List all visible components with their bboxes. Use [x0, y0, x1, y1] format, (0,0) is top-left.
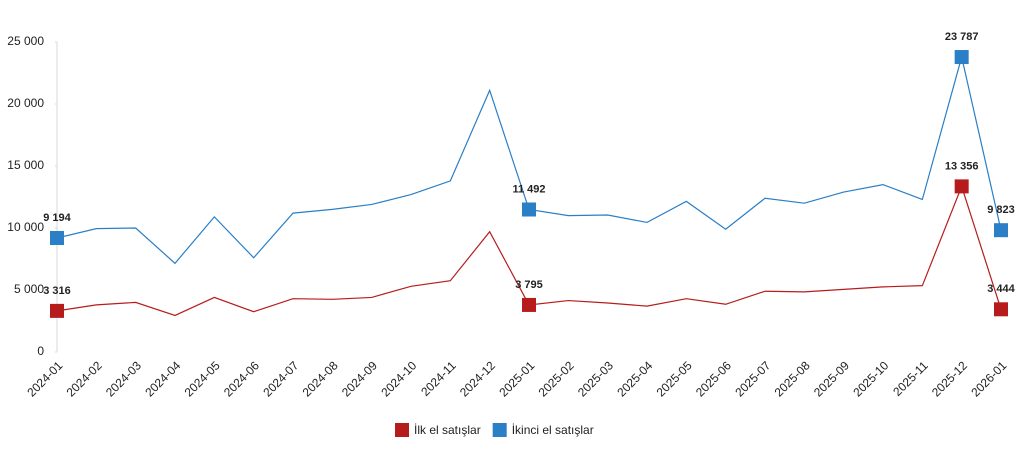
- x-tick-label: 2025-12: [929, 358, 970, 399]
- x-tick-label: 2025-10: [850, 358, 891, 399]
- x-tick-label: 2024-09: [339, 358, 380, 399]
- x-tick-label: 2025-07: [732, 358, 773, 399]
- x-tick-label: 2026-01: [968, 358, 1009, 399]
- x-tick-label: 2024-02: [64, 358, 105, 399]
- y-tick-label: 25 000: [7, 34, 44, 48]
- x-tick-label: 2025-03: [575, 358, 616, 399]
- series-line: [56, 56, 1002, 265]
- point-marker: [994, 302, 1008, 317]
- x-tick-label: 2024-11: [418, 358, 459, 399]
- value-label: 3 795: [515, 279, 543, 291]
- value-label: 9 194: [43, 212, 71, 224]
- x-tick-label: 2025-06: [693, 358, 734, 399]
- value-label: 3 444: [987, 283, 1015, 295]
- y-tick-label: 5 000: [14, 282, 44, 296]
- y-tick-label: 20 000: [7, 96, 44, 110]
- x-tick-label: 2024-12: [457, 358, 498, 399]
- y-tick-label: 15 000: [7, 158, 44, 172]
- legend-label: İlk el satışlar: [414, 423, 481, 437]
- point-marker: [522, 202, 536, 217]
- x-tick-label: 2025-05: [654, 358, 695, 399]
- x-tick-label: 2024-05: [182, 358, 223, 399]
- value-label: 13 356: [945, 160, 979, 172]
- x-tick-label: 2024-03: [103, 358, 144, 399]
- point-marker: [522, 297, 536, 312]
- x-tick-label: 2024-07: [260, 358, 301, 399]
- x-tick-label: 2024-10: [378, 358, 419, 399]
- value-label: 3 316: [43, 285, 71, 297]
- x-tick-label: 2025-09: [811, 358, 852, 399]
- value-label: 11 492: [512, 183, 545, 195]
- point-marker: [994, 223, 1008, 238]
- value-label: 23 787: [945, 31, 979, 43]
- x-tick-label: 2024-08: [300, 358, 341, 399]
- legend-label: İkinci el satışlar: [512, 423, 594, 437]
- x-tick-label: 2024-01: [24, 358, 65, 399]
- legend-swatch: [395, 423, 409, 437]
- x-tick-label: 2025-02: [536, 358, 577, 399]
- x-tick-label: 2025-11: [890, 358, 931, 399]
- x-tick-label: 2025-01: [496, 358, 537, 399]
- value-label: 9 823: [987, 204, 1015, 216]
- x-tick-label: 2024-04: [142, 358, 183, 399]
- y-tick-label: 0: [37, 344, 44, 358]
- legend-swatch: [492, 423, 507, 437]
- x-tick-label: 2025-04: [614, 358, 655, 399]
- point-marker: [954, 50, 969, 65]
- x-tick-label: 2025-08: [772, 358, 813, 399]
- y-tick-label: 10 000: [7, 220, 44, 234]
- point-marker: [50, 303, 64, 318]
- x-tick-label: 2024-06: [221, 358, 262, 399]
- point-marker: [954, 179, 969, 194]
- point-marker: [50, 230, 64, 245]
